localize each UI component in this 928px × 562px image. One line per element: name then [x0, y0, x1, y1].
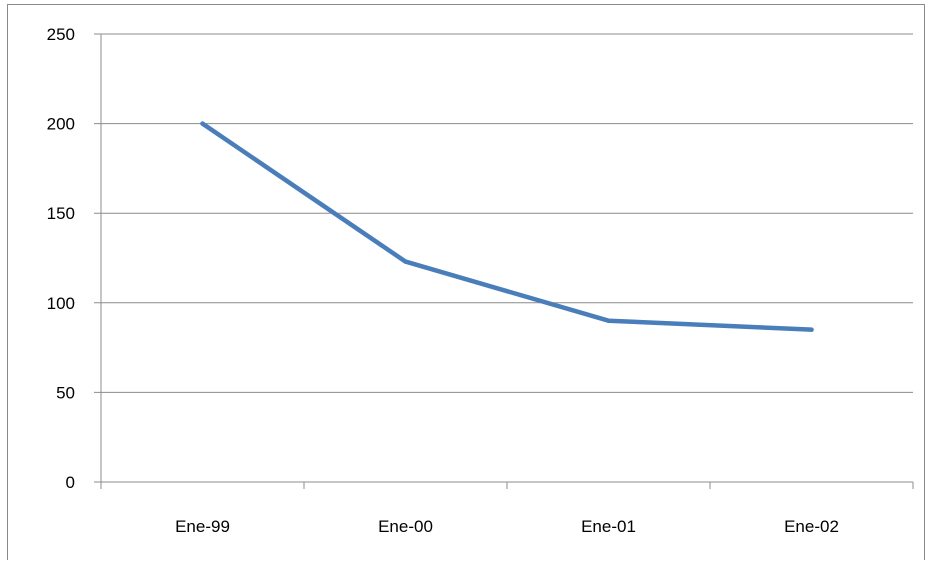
y-tick-label-200: 200 [47, 115, 75, 134]
data-point-ene-00 [403, 259, 408, 264]
data-point-ene-01 [606, 318, 611, 323]
axes [94, 34, 914, 489]
data-point-ene-02 [809, 327, 814, 332]
x-tick-label-ene-01: Ene-01 [581, 517, 636, 536]
y-tick-label-250: 250 [47, 25, 75, 44]
chart-frame [7, 4, 925, 560]
x-tick-label-ene-99: Ene-99 [175, 517, 230, 536]
x-tick-label-ene-00: Ene-00 [378, 517, 433, 536]
x-tick-label-ene-02: Ene-02 [784, 517, 839, 536]
tick-labels: 0 50 100 150 200 250 Ene-99 Ene-00 Ene-01 Ene-02 [47, 25, 839, 536]
series-lines [200, 121, 814, 332]
y-tick-label-100: 100 [47, 294, 75, 313]
series-line-0 [200, 121, 814, 332]
data-point-ene-99 [200, 121, 205, 126]
gridlines [94, 33, 913, 393]
y-tick-label-0: 0 [66, 473, 75, 492]
y-tick-label-50: 50 [56, 383, 75, 402]
y-tick-label-150: 150 [47, 204, 75, 223]
